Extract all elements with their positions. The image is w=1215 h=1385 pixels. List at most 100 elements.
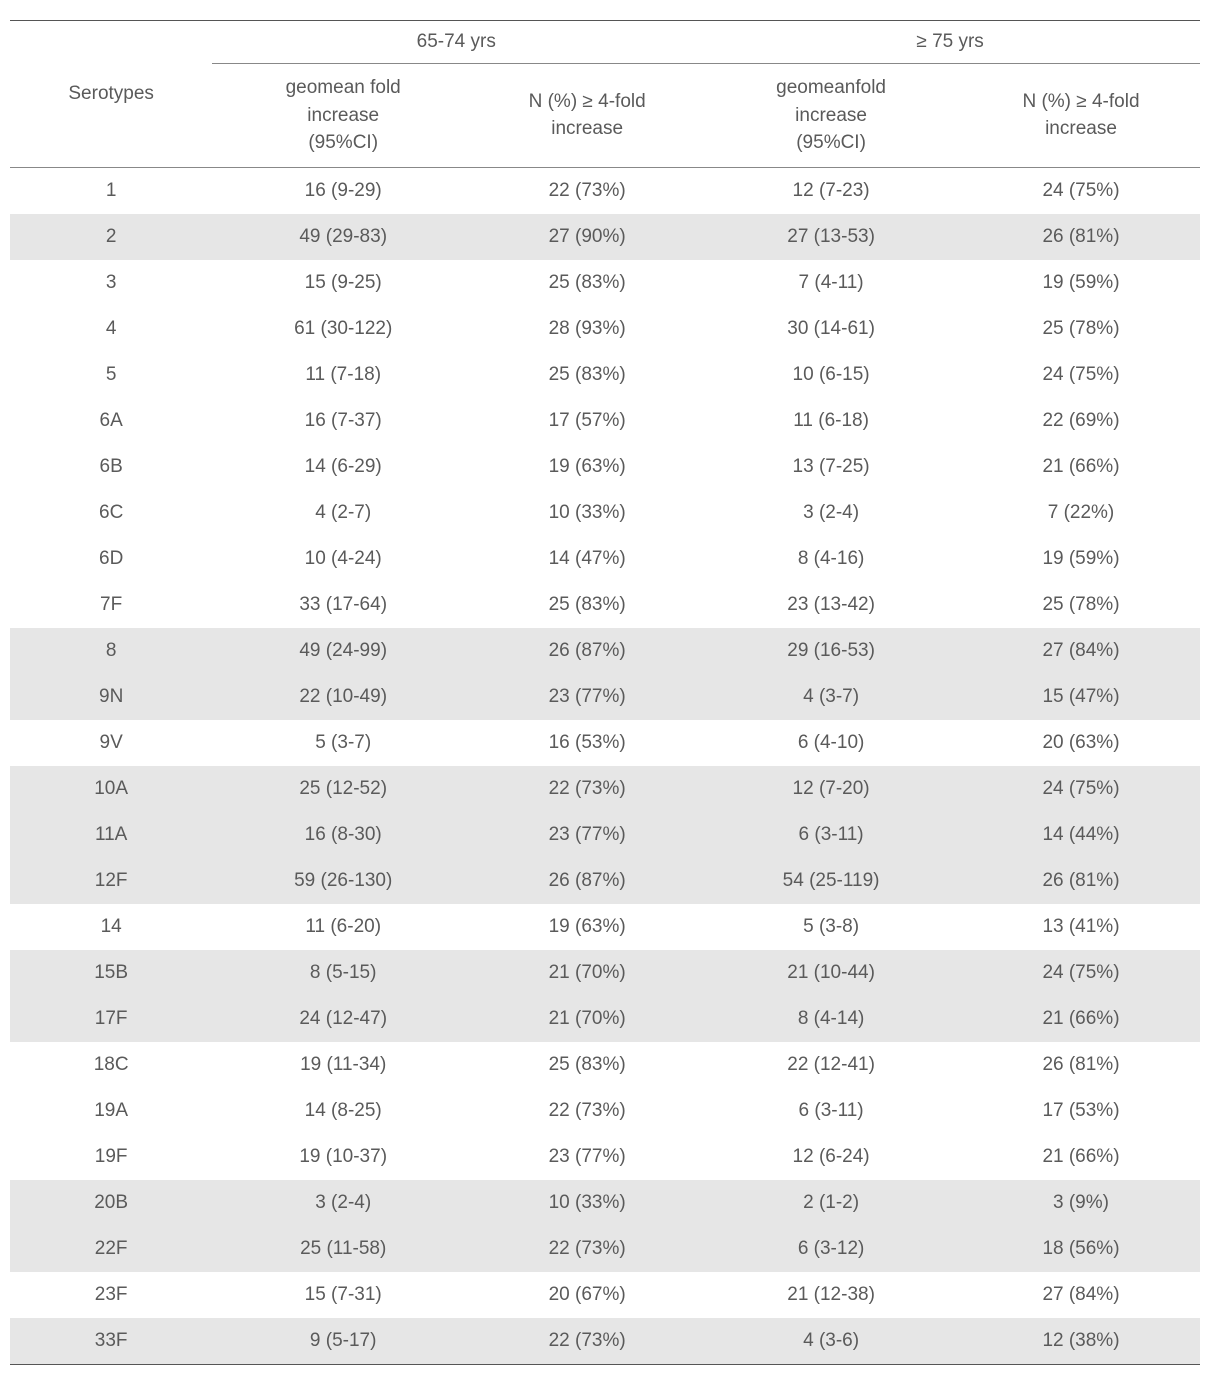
table-row: 1411 (6-20)19 (63%)5 (3-8)13 (41%): [10, 904, 1200, 950]
cell-g1-4fold: 23 (77%): [474, 674, 700, 720]
cell-g2-geomean: 13 (7-25): [700, 444, 962, 490]
cell-g1-geomean: 5 (3-7): [212, 720, 474, 766]
cell-g2-geomean: 10 (6-15): [700, 352, 962, 398]
cell-serotype: 6C: [10, 490, 212, 536]
header-text: increase: [795, 105, 867, 126]
cell-g2-4fold: 24 (75%): [962, 950, 1200, 996]
cell-g2-geomean: 4 (3-6): [700, 1318, 962, 1365]
cell-g2-4fold: 24 (75%): [962, 766, 1200, 812]
cell-serotype: 1: [10, 167, 212, 214]
col-header-geomean-1: geomean fold increase (95%CI): [212, 64, 474, 168]
cell-g2-4fold: 21 (66%): [962, 1134, 1200, 1180]
header-text: (95%CI): [796, 132, 866, 153]
cell-g1-geomean: 24 (12-47): [212, 996, 474, 1042]
cell-serotype: 19A: [10, 1088, 212, 1134]
cell-g1-4fold: 22 (73%): [474, 766, 700, 812]
cell-serotype: 8: [10, 628, 212, 674]
cell-g1-4fold: 26 (87%): [474, 858, 700, 904]
cell-serotype: 6B: [10, 444, 212, 490]
cell-serotype: 10A: [10, 766, 212, 812]
table-row: 12F59 (26-130)26 (87%)54 (25-119)26 (81%…: [10, 858, 1200, 904]
cell-g2-4fold: 14 (44%): [962, 812, 1200, 858]
cell-g2-4fold: 27 (84%): [962, 628, 1200, 674]
cell-g1-4fold: 21 (70%): [474, 950, 700, 996]
table-header: Serotypes 65-74 yrs ≥ 75 yrs geomean fol…: [10, 21, 1200, 168]
cell-g2-geomean: 6 (3-11): [700, 1088, 962, 1134]
cell-g2-4fold: 15 (47%): [962, 674, 1200, 720]
table-row: 6C4 (2-7)10 (33%)3 (2-4)7 (22%): [10, 490, 1200, 536]
cell-g2-4fold: 21 (66%): [962, 444, 1200, 490]
cell-g1-4fold: 19 (63%): [474, 444, 700, 490]
col-group-75plus: ≥ 75 yrs: [700, 21, 1200, 64]
table-row: 249 (29-83)27 (90%)27 (13-53)26 (81%): [10, 214, 1200, 260]
cell-serotype: 6A: [10, 398, 212, 444]
cell-g2-geomean: 21 (12-38): [700, 1272, 962, 1318]
cell-g1-4fold: 26 (87%): [474, 628, 700, 674]
cell-g1-4fold: 17 (57%): [474, 398, 700, 444]
cell-g1-geomean: 16 (8-30): [212, 812, 474, 858]
header-text: (95%CI): [308, 132, 378, 153]
cell-serotype: 4: [10, 306, 212, 352]
table-row: 9N22 (10-49)23 (77%)4 (3-7)15 (47%): [10, 674, 1200, 720]
cell-serotype: 12F: [10, 858, 212, 904]
cell-g2-geomean: 23 (13-42): [700, 582, 962, 628]
cell-g1-4fold: 25 (83%): [474, 260, 700, 306]
cell-serotype: 5: [10, 352, 212, 398]
cell-g1-4fold: 25 (83%): [474, 352, 700, 398]
cell-g2-4fold: 18 (56%): [962, 1226, 1200, 1272]
cell-g2-geomean: 3 (2-4): [700, 490, 962, 536]
table-row: 15B8 (5-15)21 (70%)21 (10-44)24 (75%): [10, 950, 1200, 996]
cell-g1-geomean: 9 (5-17): [212, 1318, 474, 1365]
cell-g1-4fold: 10 (33%): [474, 1180, 700, 1226]
table-row: 33F9 (5-17)22 (73%)4 (3-6)12 (38%): [10, 1318, 1200, 1365]
table-row: 6D10 (4-24)14 (47%)8 (4-16)19 (59%): [10, 536, 1200, 582]
cell-g2-geomean: 27 (13-53): [700, 214, 962, 260]
table-row: 315 (9-25)25 (83%)7 (4-11)19 (59%): [10, 260, 1200, 306]
table-row: 17F24 (12-47)21 (70%)8 (4-14)21 (66%): [10, 996, 1200, 1042]
cell-g2-4fold: 24 (75%): [962, 352, 1200, 398]
table-row: 18C19 (11-34)25 (83%)22 (12-41)26 (81%): [10, 1042, 1200, 1088]
cell-g2-geomean: 11 (6-18): [700, 398, 962, 444]
table-row: 10A25 (12-52)22 (73%)12 (7-20)24 (75%): [10, 766, 1200, 812]
cell-g2-4fold: 27 (84%): [962, 1272, 1200, 1318]
cell-g2-4fold: 19 (59%): [962, 536, 1200, 582]
table-row: 20B3 (2-4)10 (33%)2 (1-2)3 (9%): [10, 1180, 1200, 1226]
table-row: 116 (9-29)22 (73%)12 (7-23)24 (75%): [10, 167, 1200, 214]
header-row-groups: Serotypes 65-74 yrs ≥ 75 yrs: [10, 21, 1200, 64]
header-text: N (%) ≥ 4-fold: [529, 91, 646, 112]
cell-g2-4fold: 25 (78%): [962, 306, 1200, 352]
cell-g2-geomean: 30 (14-61): [700, 306, 962, 352]
table-row: 849 (24-99)26 (87%)29 (16-53)27 (84%): [10, 628, 1200, 674]
table-body: 116 (9-29)22 (73%)12 (7-23)24 (75%)249 (…: [10, 167, 1200, 1364]
header-text: increase: [551, 118, 623, 139]
cell-g2-4fold: 3 (9%): [962, 1180, 1200, 1226]
cell-g2-geomean: 54 (25-119): [700, 858, 962, 904]
cell-g2-4fold: 20 (63%): [962, 720, 1200, 766]
col-group-65-74: 65-74 yrs: [212, 21, 700, 64]
cell-serotype: 17F: [10, 996, 212, 1042]
col-header-4fold-1: N (%) ≥ 4-fold increase: [474, 64, 700, 168]
cell-serotype: 6D: [10, 536, 212, 582]
cell-g2-geomean: 5 (3-8): [700, 904, 962, 950]
cell-serotype: 18C: [10, 1042, 212, 1088]
cell-g2-geomean: 4 (3-7): [700, 674, 962, 720]
cell-g1-4fold: 21 (70%): [474, 996, 700, 1042]
cell-g1-geomean: 11 (6-20): [212, 904, 474, 950]
cell-serotype: 9V: [10, 720, 212, 766]
cell-g1-geomean: 19 (10-37): [212, 1134, 474, 1180]
cell-g2-4fold: 7 (22%): [962, 490, 1200, 536]
table-row: 6A16 (7-37)17 (57%)11 (6-18)22 (69%): [10, 398, 1200, 444]
cell-g2-4fold: 26 (81%): [962, 1042, 1200, 1088]
cell-g1-geomean: 15 (9-25): [212, 260, 474, 306]
cell-g2-geomean: 12 (7-20): [700, 766, 962, 812]
cell-g1-geomean: 3 (2-4): [212, 1180, 474, 1226]
cell-g1-4fold: 23 (77%): [474, 1134, 700, 1180]
cell-g2-geomean: 7 (4-11): [700, 260, 962, 306]
cell-g1-geomean: 33 (17-64): [212, 582, 474, 628]
cell-g1-4fold: 22 (73%): [474, 1226, 700, 1272]
cell-serotype: 20B: [10, 1180, 212, 1226]
cell-g2-4fold: 12 (38%): [962, 1318, 1200, 1365]
cell-g1-4fold: 10 (33%): [474, 490, 700, 536]
table-row: 22F25 (11-58)22 (73%)6 (3-12)18 (56%): [10, 1226, 1200, 1272]
cell-g2-geomean: 12 (7-23): [700, 167, 962, 214]
